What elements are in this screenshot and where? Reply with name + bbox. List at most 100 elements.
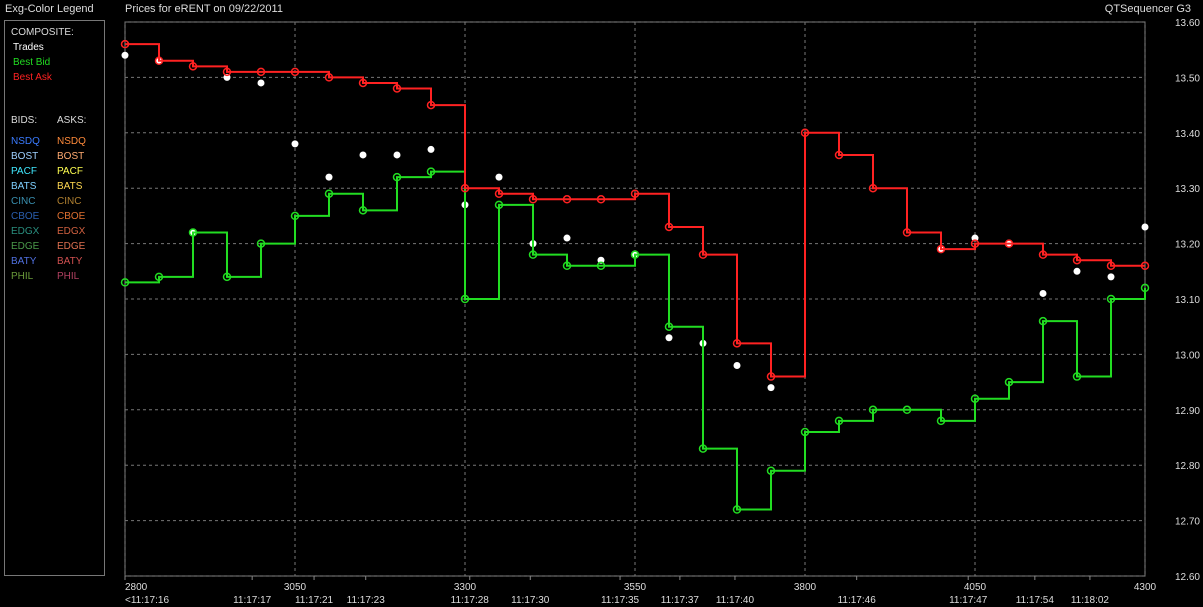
data-point [732,505,742,514]
bids-label: BIDS: [11,115,38,126]
time-tick-label: <11:17:16 [125,595,169,606]
data-point [494,200,504,210]
x-tick-label: 3300 [454,582,477,593]
data-point [834,416,844,426]
bid-legend-entry: CINC [11,196,36,207]
asks-label: ASKS: [57,115,87,126]
ask-legend-entry: BATY [57,256,83,267]
data-point [1107,273,1115,281]
time-tick-label: 11:17:21 [295,595,334,606]
data-point [733,361,741,369]
data-point [868,405,878,415]
data-point [1004,239,1014,248]
y-tick-label: 12.90 [1175,406,1200,417]
data-point [766,372,776,381]
data-point [393,151,401,159]
data-point [1072,255,1082,265]
data-point [1038,316,1048,326]
data-point [1004,377,1014,387]
y-tick-label: 13.00 [1175,350,1200,361]
data-point [970,394,980,403]
data-point [698,444,708,453]
data-point [324,189,334,198]
data-point [291,140,299,148]
bid-legend-entry: PHIL [11,271,34,282]
y-tick-label: 12.80 [1175,461,1200,472]
bid-legend-entry: BATS [11,181,37,192]
data-point [358,78,368,88]
x-tick-label: 4050 [964,582,987,593]
legend-panel: COMPOSITE: BIDS: ASKS: Trades Best Bid Bes… [4,20,105,576]
data-point [154,272,164,282]
data-point [902,228,912,237]
bid-legend-entry: EDGX [11,226,40,237]
data-point [222,272,232,282]
data-point [766,466,776,475]
y-tick-label: 12.70 [1175,517,1200,528]
composite-legend-entry: Best Ask [13,72,52,83]
data-point [222,67,232,77]
data-point [188,228,198,237]
y-tick-label: 13.10 [1175,295,1200,306]
data-point [970,239,980,248]
data-point [290,211,300,221]
data-point [596,261,606,271]
data-point [121,51,129,59]
data-point [392,172,402,182]
ask-legend-entry: EDGX [57,226,86,237]
time-tick-label: 11:17:40 [716,595,755,606]
y-tick-label: 13.60 [1175,18,1200,29]
legend-title: Exg-Color Legend [5,3,94,15]
data-point [392,84,402,93]
x-tick-label: 2800 [125,582,148,593]
data-point [495,173,503,181]
data-point [1140,261,1150,271]
series-line [125,170,1146,511]
data-point [1038,250,1048,259]
y-tick-label: 12.60 [1175,572,1200,583]
data-point [902,405,912,415]
chart-title: Prices for eRENT on 09/22/2011 [125,3,283,15]
data-point [665,334,673,342]
composite-label: COMPOSITE: [11,27,74,38]
bid-legend-entry: CBOE [11,211,40,222]
app-name: QTSequencer G3 [1104,3,1191,15]
ask-legend-entry: NSDQ [57,136,86,147]
data-point [596,195,606,204]
bid-legend-entry: BOST [11,151,39,162]
data-point [834,150,844,160]
x-tick-label: 3550 [624,582,647,593]
data-point [188,62,198,71]
data-point [664,222,674,232]
data-point [936,416,946,426]
time-tick-label: 11:17:23 [347,595,386,606]
data-point [528,195,538,204]
data-point [698,250,708,259]
bid-legend-entry: NSDQ [11,136,40,147]
data-point [358,206,368,215]
bid-legend-entry: EDGE [11,241,40,252]
time-tick-label: 11:18:02 [1071,595,1110,606]
ask-legend-entry: PACF [57,166,83,177]
data-point [563,234,571,242]
time-tick-label: 11:17:17 [233,595,272,606]
data-point [1039,289,1047,297]
x-tick-label: 4300 [1134,582,1157,593]
data-point [800,427,810,437]
data-point [120,278,130,287]
y-tick-label: 13.40 [1175,129,1200,140]
x-tick-label: 3800 [794,582,817,593]
data-point [528,250,538,259]
data-point [630,250,640,259]
data-point [120,39,130,49]
ask-legend-entry: CINC [57,196,82,207]
data-point [325,173,333,181]
bid-legend-entry: PACF [11,166,37,177]
ask-legend-entry: BATS [57,181,83,192]
data-point [426,100,436,110]
time-tick-label: 11:17:30 [511,595,550,606]
data-point [936,244,946,254]
data-point [324,73,334,82]
data-point [426,167,436,176]
